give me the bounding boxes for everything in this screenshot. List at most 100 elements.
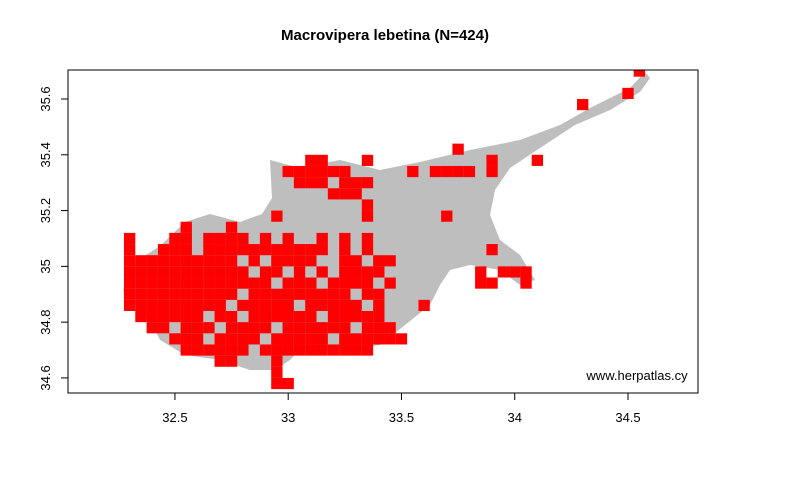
- occurrence-cell: [282, 377, 294, 390]
- occurrence-cell: [293, 277, 306, 289]
- occurrence-cell: [123, 244, 136, 256]
- occurrence-cell: [135, 310, 147, 323]
- occurrence-cell: [271, 366, 283, 378]
- occurrence-cell: [214, 310, 226, 323]
- occurrence-cell: [497, 266, 510, 278]
- occurrence-cell: [339, 266, 351, 278]
- occurrence-cell: [327, 277, 340, 289]
- occurrence-cell: [520, 266, 532, 278]
- occurrence-cell: [259, 288, 272, 300]
- occurrence-cell: [237, 299, 249, 311]
- occurrence-cell: [316, 288, 328, 300]
- occurrence-cell: [361, 244, 374, 256]
- occurrence-cell: [169, 266, 181, 278]
- occurrence-cell: [157, 310, 170, 323]
- occurrence-cell: [577, 99, 589, 111]
- occurrence-cell: [180, 288, 192, 300]
- occurrence-cell: [248, 255, 260, 267]
- occurrence-cell: [248, 310, 260, 323]
- occurrence-cell: [316, 266, 328, 278]
- occurrence-cell: [214, 255, 226, 267]
- occurrence-cell: [293, 322, 306, 334]
- occurrence-cell: [214, 299, 226, 311]
- occurrence-cell: [486, 154, 498, 166]
- occurrence-cell: [339, 165, 351, 178]
- occurrence-cell: [316, 154, 328, 166]
- occurrence-cell: [135, 277, 147, 289]
- occurrence-cell: [361, 210, 374, 222]
- occurrence-cell: [305, 322, 317, 334]
- occurrence-cell: [327, 322, 340, 334]
- occurrence-cell: [180, 299, 192, 311]
- occurrence-cell: [248, 244, 260, 256]
- occurrence-cell: [282, 310, 294, 323]
- occurrence-cell: [180, 232, 192, 245]
- occurrence-cell: [361, 310, 374, 323]
- occurrence-cell: [191, 288, 204, 300]
- x-tick-label: 33.5: [389, 410, 414, 425]
- plot-frame: [67, 69, 699, 394]
- occurrence-cell: [214, 232, 226, 245]
- occurrence-cell: [350, 277, 362, 289]
- occurrence-cell: [305, 244, 317, 256]
- occurrence-cell: [293, 165, 306, 178]
- occurrence-cell: [214, 266, 226, 278]
- occurrence-cell: [271, 377, 283, 390]
- occurrence-cell: [259, 232, 272, 245]
- occurrence-cell: [271, 266, 283, 278]
- occurrence-cell: [327, 299, 340, 311]
- occurrence-cell: [373, 288, 385, 300]
- occurrence-cell: [520, 277, 532, 289]
- occurrence-cell: [214, 277, 226, 289]
- occurrence-cell: [146, 255, 158, 267]
- occurrence-cell: [259, 322, 272, 334]
- occurrence-cell: [169, 310, 181, 323]
- y-tick-label: 35.6: [38, 86, 53, 111]
- occurrence-cell: [225, 333, 238, 345]
- occurrence-cell: [441, 165, 453, 178]
- occurrence-cell: [237, 277, 249, 289]
- occurrence-cell: [316, 322, 328, 334]
- occurrence-cell: [271, 244, 283, 256]
- occurrence-cell: [384, 277, 396, 289]
- occurrence-cell: [157, 266, 170, 278]
- occurrence-cell: [316, 177, 328, 189]
- occurrence-cell: [135, 288, 147, 300]
- occurrence-cell: [316, 244, 328, 256]
- occurrence-cell: [282, 165, 294, 178]
- occurrence-cell: [180, 277, 192, 289]
- occurrence-cell: [373, 266, 385, 278]
- y-tick-label: 35.2: [38, 198, 53, 223]
- occurrence-cell: [180, 322, 192, 334]
- occurrence-cell: [305, 154, 317, 166]
- occurrence-cell: [339, 232, 351, 245]
- occurrence-cell: [169, 288, 181, 300]
- occurrence-cell: [203, 277, 215, 289]
- occurrence-cell: [486, 165, 498, 178]
- occurrence-cell: [293, 177, 306, 189]
- occurrence-cell: [305, 288, 317, 300]
- occurrence-cell: [214, 344, 226, 356]
- occurrence-cell: [339, 299, 351, 311]
- occurrence-cell: [350, 255, 362, 267]
- occurrence-cell: [157, 255, 170, 267]
- occurrence-cell: [180, 255, 192, 267]
- y-tick-label: 35: [38, 259, 53, 273]
- occurrence-cell: [203, 299, 215, 311]
- occurrence-cell: [305, 333, 317, 345]
- occurrence-cell: [203, 266, 215, 278]
- occurrence-cell: [327, 288, 340, 300]
- occurrence-cell: [157, 288, 170, 300]
- occurrence-cell: [237, 344, 249, 356]
- occurrence-cell: [486, 277, 498, 289]
- occurrence-cell: [214, 333, 226, 345]
- occurrence-cell: [305, 310, 317, 323]
- y-tick-label: 35.4: [38, 142, 53, 167]
- occurrence-cell: [350, 299, 362, 311]
- occurrence-cell: [248, 277, 260, 289]
- occurrence-cell: [225, 277, 238, 289]
- occurrence-cell: [407, 165, 419, 178]
- occurrence-cell: [271, 333, 283, 345]
